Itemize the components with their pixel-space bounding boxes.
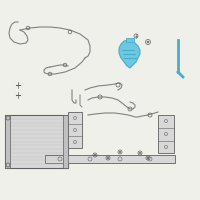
Circle shape [139,152,141,154]
Bar [126,38,134,42]
Bar [158,115,174,153]
Circle shape [147,41,149,43]
Circle shape [94,154,96,156]
Bar [5,115,10,168]
Bar [63,115,68,168]
Bar [68,112,82,148]
Circle shape [107,157,109,159]
Bar [45,155,175,163]
Polygon shape [119,40,140,68]
Circle shape [147,157,149,159]
Bar [5,115,68,168]
Circle shape [119,151,121,153]
